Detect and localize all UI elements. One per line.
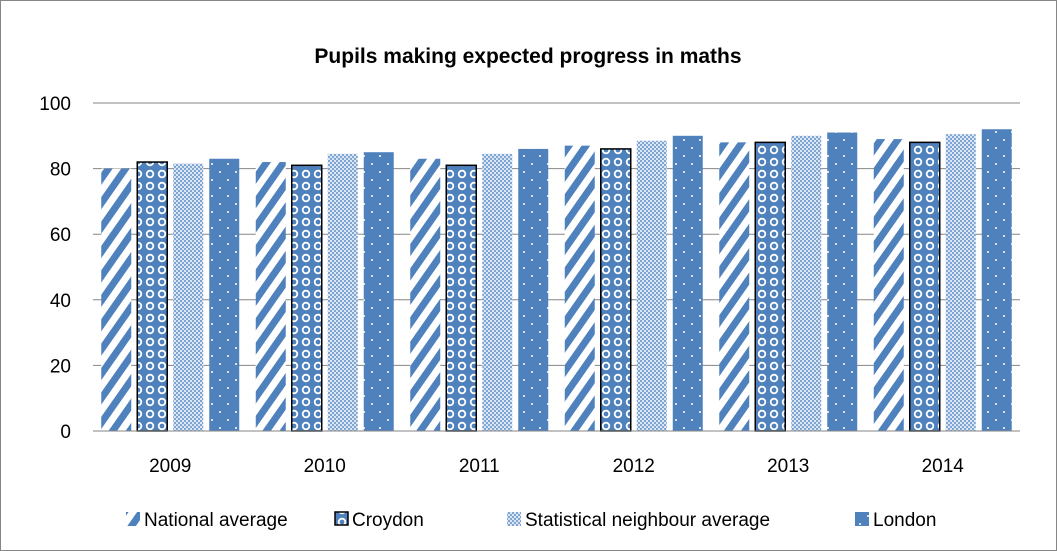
y-tick-label-60: 60	[50, 225, 71, 246]
bar-national-average-2010	[255, 162, 286, 432]
bar-london-2012	[672, 135, 703, 432]
x-tick-label-2012: 2012	[613, 456, 655, 477]
bar-croydon-2009	[136, 161, 168, 432]
bars	[101, 129, 1012, 432]
bar-croydon-2012	[600, 148, 632, 432]
bar-statistical-neighbour-average-2009	[173, 163, 204, 431]
bar-croydon-2013	[754, 141, 786, 432]
gridlines	[93, 102, 1020, 366]
y-tick-label-80: 80	[50, 160, 71, 181]
y-tick-label-40: 40	[50, 291, 71, 312]
bar-london-2010	[363, 152, 394, 431]
bar-national-average-2013	[719, 142, 750, 432]
legend-item-croydon: Croydon	[334, 510, 424, 531]
legend-item-national-average: National average	[126, 510, 288, 531]
bar-london-2014	[981, 129, 1012, 432]
bar-croydon-2010	[291, 164, 323, 432]
chart-title: Pupils making expected progress in maths	[314, 45, 741, 68]
x-tick-label-2013: 2013	[767, 456, 809, 477]
x-tick-label-2014: 2014	[922, 456, 965, 477]
legend-swatch-statistical-neighbour-average	[507, 512, 521, 526]
legend-label-statistical-neighbour-average: Statistical neighbour average	[525, 510, 770, 531]
legend-item-statistical-neighbour-average: Statistical neighbour average	[507, 510, 770, 531]
bar-croydon-2014	[909, 141, 941, 432]
bar-national-average-2014	[873, 139, 904, 431]
bar-london-2011	[518, 148, 549, 432]
bar-croydon-2011	[445, 164, 477, 432]
legend-label-london: London	[873, 510, 936, 531]
legend-item-london: London	[855, 510, 936, 531]
legend-label-croydon: Croydon	[352, 510, 424, 531]
x-tick-label-2011: 2011	[459, 456, 500, 477]
bar-statistical-neighbour-average-2013	[791, 135, 822, 432]
bar-statistical-neighbour-average-2010	[327, 153, 358, 431]
legend-swatch-croydon	[334, 511, 349, 526]
legend-swatch-national-average	[126, 512, 140, 526]
y-tick-label-0: 0	[60, 422, 71, 443]
y-tick-label-100: 100	[39, 94, 71, 115]
bar-statistical-neighbour-average-2012	[636, 140, 667, 431]
bar-statistical-neighbour-average-2014	[945, 134, 976, 431]
x-tick-label-2009: 2009	[149, 456, 191, 477]
bar-national-average-2012	[564, 145, 595, 431]
bar-statistical-neighbour-average-2011	[482, 153, 513, 431]
legend: National average Croydon Statistical nei…	[126, 510, 936, 531]
legend-swatch-london	[855, 512, 869, 526]
bar-london-2009	[209, 158, 240, 431]
y-tick-label-20: 20	[50, 356, 71, 377]
bar-national-average-2009	[101, 168, 132, 431]
y-axis-tick-labels: 0 20 40 60 80 100	[39, 94, 71, 443]
bar-national-average-2011	[410, 158, 441, 431]
bar-london-2013	[827, 132, 858, 431]
legend-label-national-average: National average	[144, 510, 288, 531]
x-tick-label-2010: 2010	[304, 456, 346, 477]
x-axis-tick-labels: 2009 2010 2011 2012 2013 2014	[149, 456, 964, 477]
